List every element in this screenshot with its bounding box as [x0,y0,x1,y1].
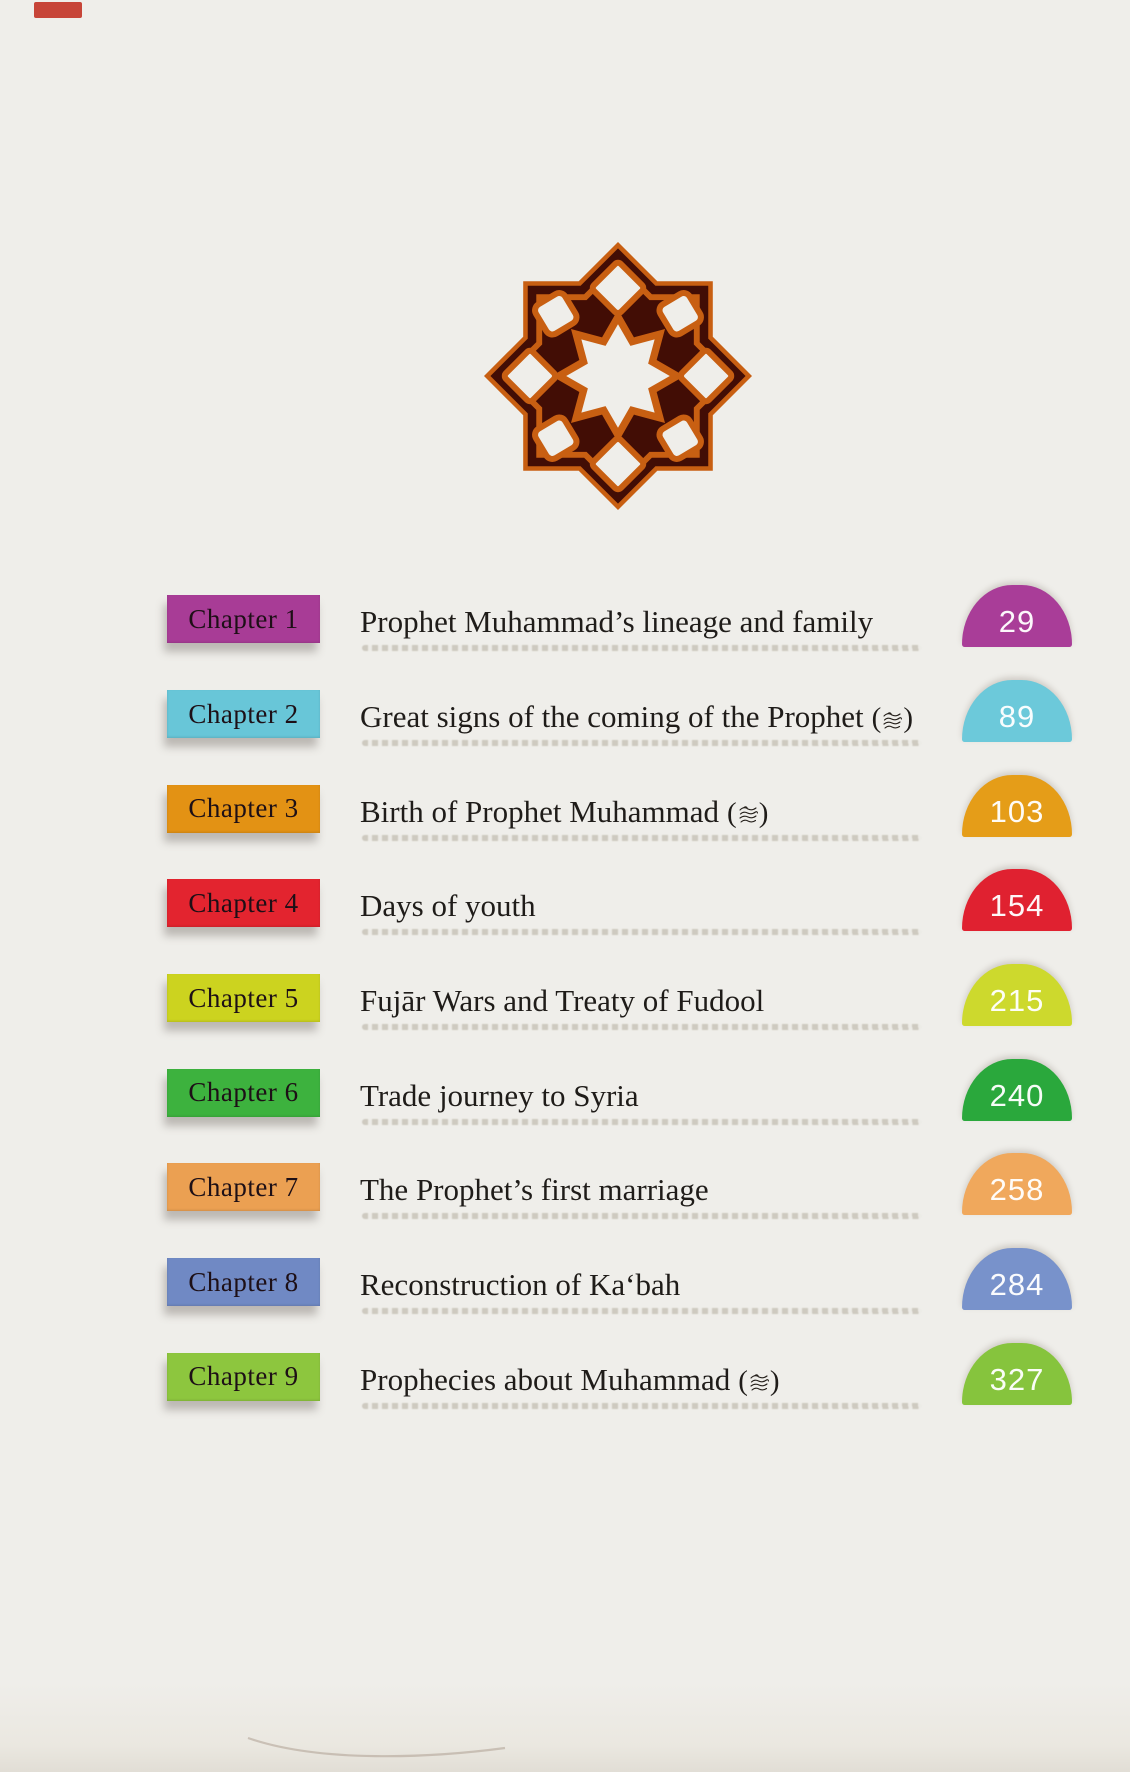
chapter-title: Fujār Wars and Treaty of Fudool [360,983,765,1019]
chapter-label: Chapter 6 [167,1068,320,1117]
page-number: 258 [989,1172,1045,1208]
chapter-title-cell: Fujār Wars and Treaty of Fudool [360,951,962,1046]
page-number-badge: 154 [962,869,1072,932]
chapter-title-cell: Days of youth [360,856,962,951]
page-number: 103 [989,793,1045,829]
title-underline-rule [362,1213,922,1220]
title-underline-rule [362,834,922,841]
sallallahu-alayhi-wasallam-icon: ( ) [871,702,913,735]
chapter-title-cell: The Prophet’s first marriage [360,1140,962,1235]
chapter-title: Great signs of the coming of the Prophet [360,699,864,735]
chapter-label-text: Chapter 1 [188,603,299,634]
toc-row: Chapter 9 Prophecies about Muhammad ( [0,1330,1130,1425]
title-underline-rule [362,740,922,747]
page-number: 327 [989,1361,1045,1397]
table-of-contents: Chapter 1 Prophet Muhammad’s lineage and… [0,572,1130,1424]
title-underline-rule [362,1024,922,1031]
chapter-title: The Prophet’s first marriage [360,1172,709,1208]
toc-row: Chapter 2 Great signs of the coming of t… [0,667,1130,762]
page-number-badge: 258 [962,1153,1072,1216]
chapter-label: Chapter 7 [167,1163,320,1212]
toc-row: Chapter 1 Prophet Muhammad’s lineage and… [0,572,1130,667]
title-underline-rule [362,1308,922,1315]
title-underline-rule [362,1402,922,1409]
chapter-title-cell: Prophecies about Muhammad ( ) [360,1330,962,1425]
page-number-badge: 103 [962,774,1072,837]
toc-row: Chapter 3 Birth of Prophet Muhammad ( [0,761,1130,856]
page-number: 154 [989,888,1045,924]
toc-row: Chapter 4 Days of youth [0,856,1130,951]
chapter-label: Chapter 2 [167,690,320,739]
page-number: 89 [998,699,1036,735]
page-number: 284 [989,1267,1045,1303]
chapter-title-cell: Reconstruction of Ka‘bah [360,1235,962,1330]
chapter-title: Birth of Prophet Muhammad [360,793,720,829]
chapter-title-cell: Great signs of the coming of the Prophet… [360,667,962,762]
page-number-badge: 240 [962,1058,1072,1121]
chapter-title-cell: Birth of Prophet Muhammad ( ) [360,761,962,856]
page-number-badge: 327 [962,1342,1072,1405]
chapter-title: Prophecies about Muhammad [360,1361,731,1397]
chapter-label-text: Chapter 6 [188,1077,299,1108]
chapter-title: Trade journey to Syria [360,1077,639,1113]
page-number: 215 [989,983,1045,1019]
eight-point-star-icon [484,242,752,510]
page-number-badge: 89 [962,680,1072,743]
title-underline-rule [362,929,922,936]
chapter-label: Chapter 9 [167,1352,320,1401]
chapter-title: Reconstruction of Ka‘bah [360,1267,681,1303]
chapter-label-text: Chapter 5 [188,982,299,1013]
chapter-label: Chapter 4 [167,879,320,928]
chapter-title-cell: Trade journey to Syria [360,1045,962,1140]
sallallahu-alayhi-wasallam-icon: ( ) [738,1364,780,1397]
chapter-label-text: Chapter 3 [188,793,299,824]
chapter-title: Days of youth [360,888,536,924]
page-number: 29 [998,604,1036,640]
chapter-label: Chapter 5 [167,974,320,1023]
chapter-label-text: Chapter 8 [188,1266,299,1297]
scan-artifact-red-mark [34,2,82,18]
chapter-label-text: Chapter 4 [188,887,299,918]
title-underline-rule [362,1118,922,1125]
chapter-label: Chapter 3 [167,784,320,833]
title-underline-rule [362,645,922,652]
chapter-title-cell: Prophet Muhammad’s lineage and family [360,572,962,667]
page-number-badge: 215 [962,964,1072,1027]
chapter-title: Prophet Muhammad’s lineage and family [360,604,874,640]
sallallahu-alayhi-wasallam-icon: ( ) [727,796,769,829]
toc-row: Chapter 5 Fujār Wars and Treaty of Fudoo… [0,951,1130,1046]
toc-row: Chapter 8 Reconstruction of Ka‘bah [0,1235,1130,1330]
toc-row: Chapter 6 Trade journey to Syria [0,1045,1130,1140]
toc-row: Chapter 7 The Prophet’s first marriage [0,1140,1130,1235]
page-number-badge: 29 [962,585,1072,648]
chapter-label-text: Chapter 2 [188,698,299,729]
chapter-label-text: Chapter 9 [188,1361,299,1392]
page-number-badge: 284 [962,1248,1072,1311]
chapter-label-text: Chapter 7 [188,1171,299,1202]
page-number: 240 [989,1077,1045,1113]
chapter-label: Chapter 1 [167,595,320,644]
chapter-label: Chapter 8 [167,1258,320,1307]
